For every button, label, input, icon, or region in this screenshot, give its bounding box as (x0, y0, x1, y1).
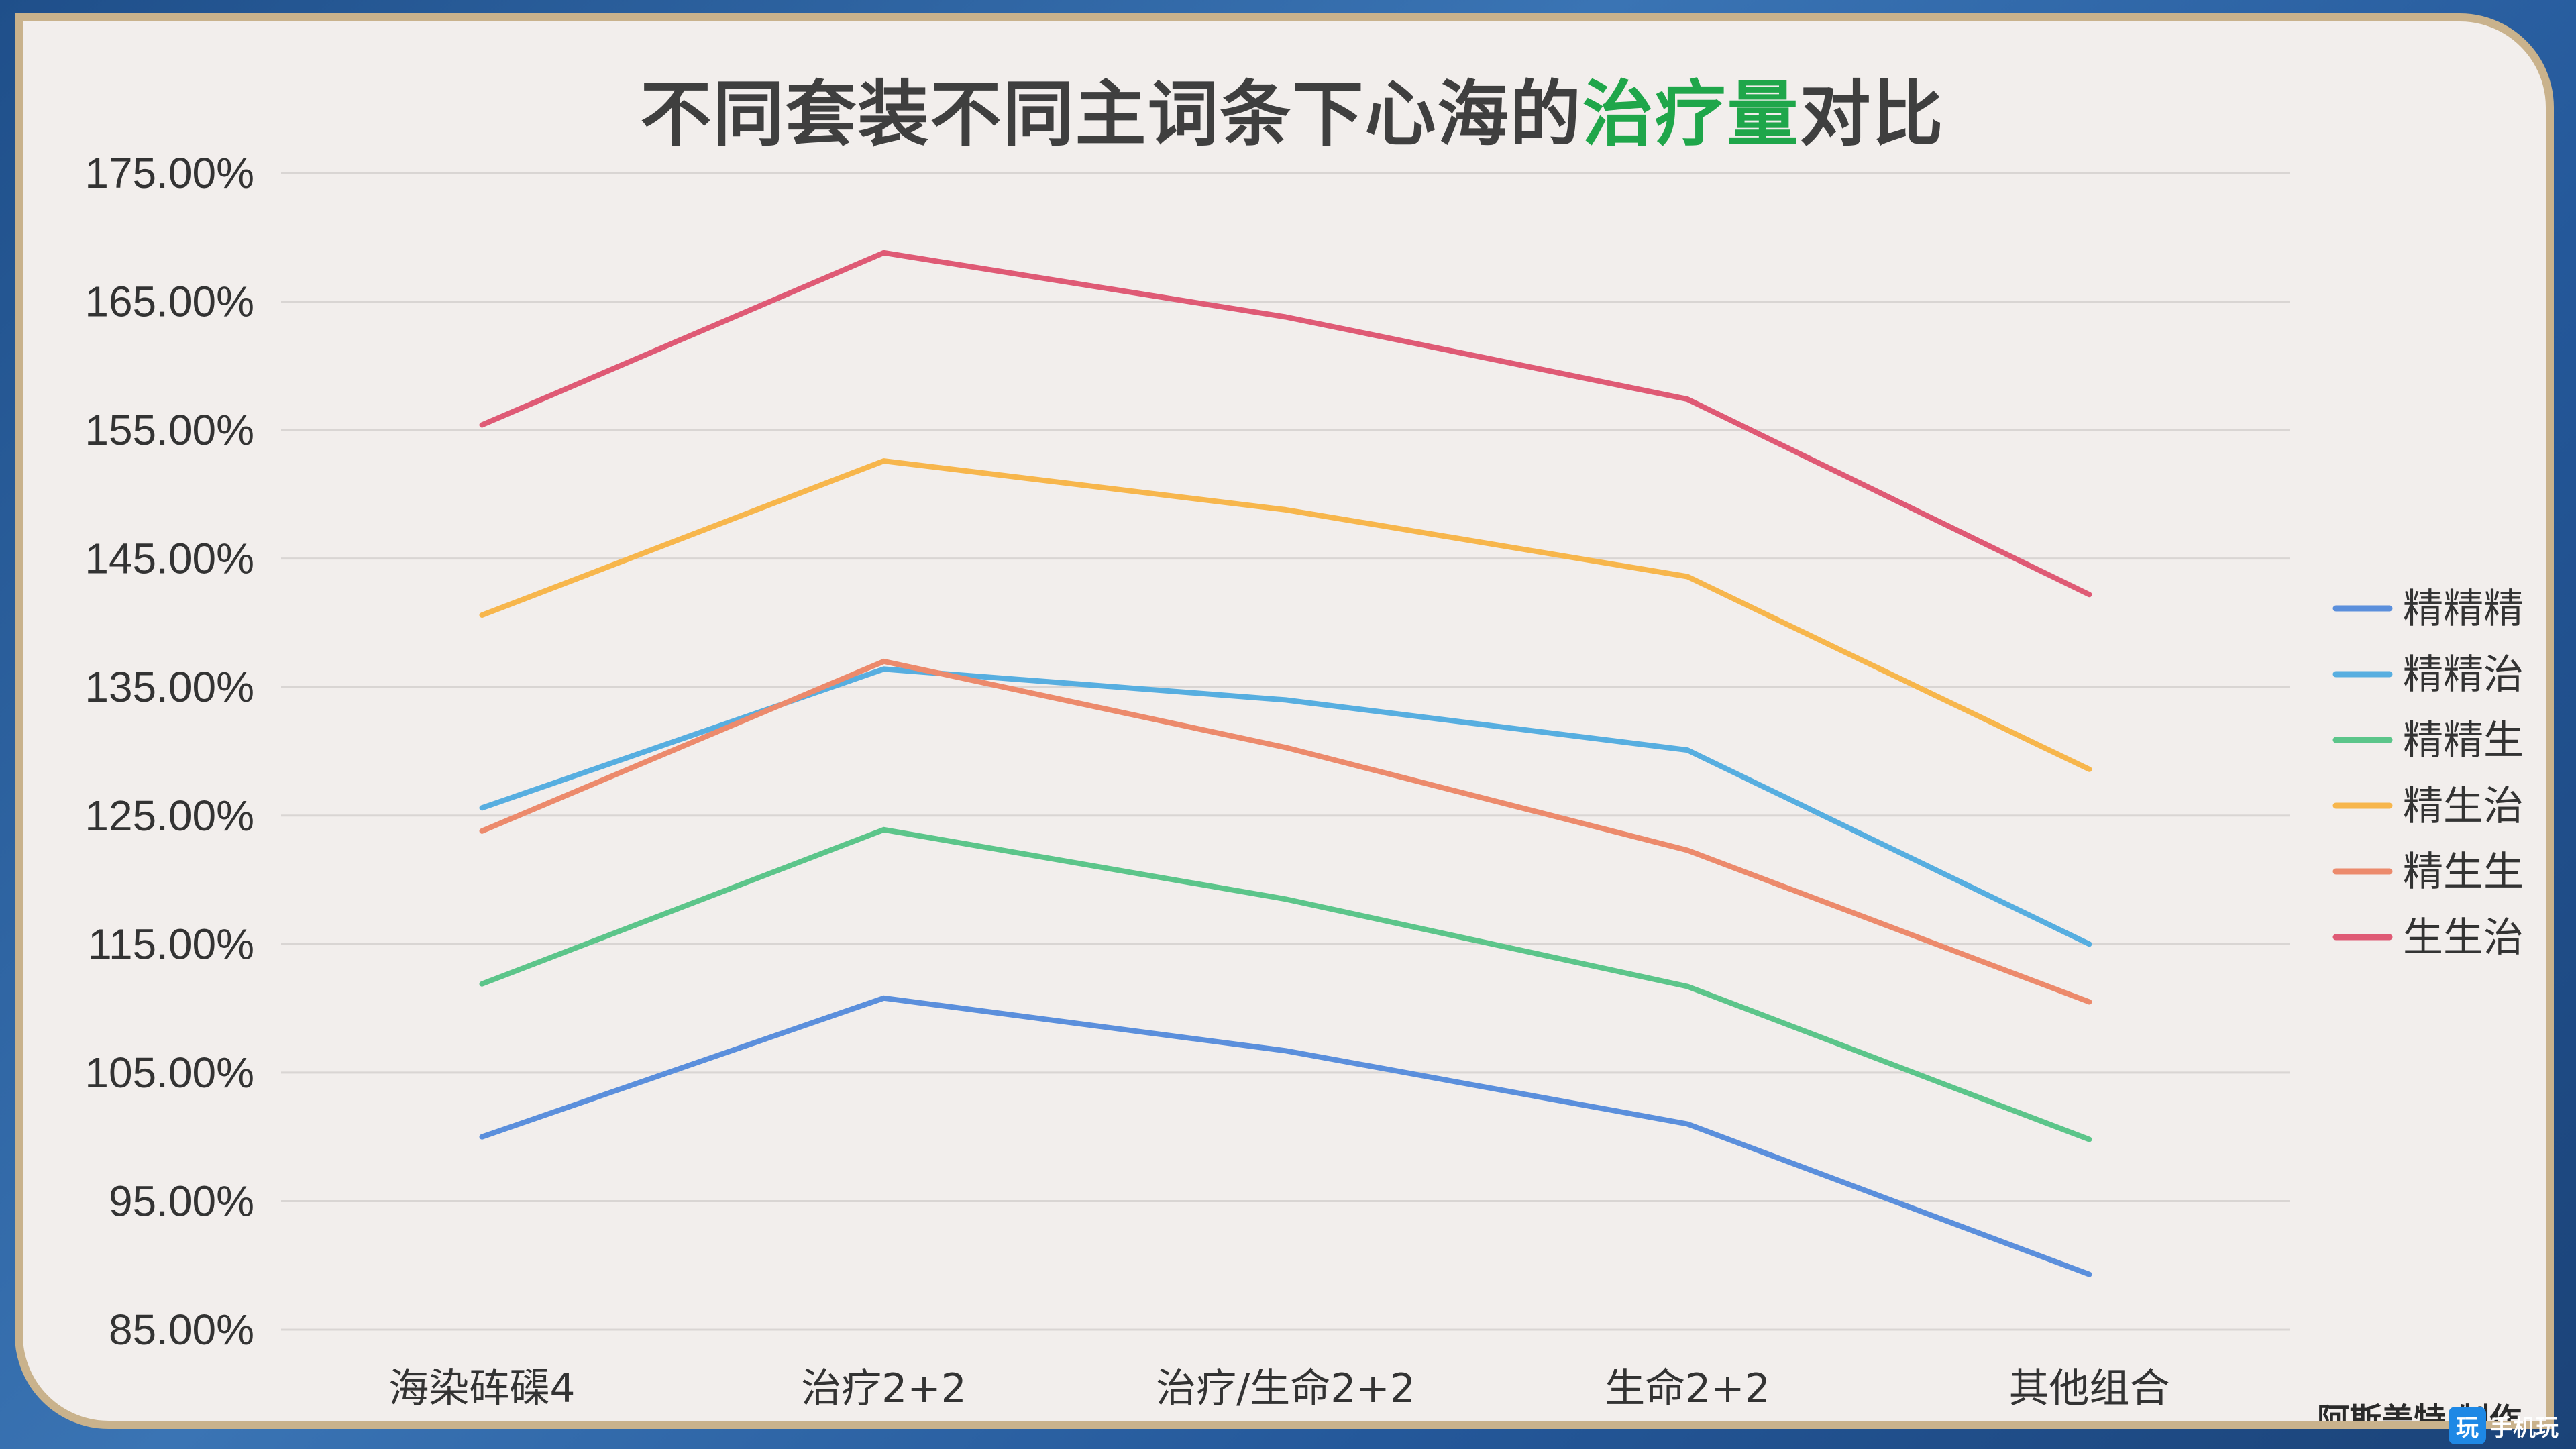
chart-title: 不同套装不同主词条下心海的治疗量对比 (23, 56, 2546, 160)
x-axis: 海染砗磲4 治疗2+2 治疗/生命2+2 生命2+2 其他组合 (388, 1365, 2169, 1412)
title-suffix: 对比 (1799, 73, 1945, 156)
grid-lines (281, 172, 2290, 1331)
y-tick-label: 85.00% (109, 1305, 254, 1354)
y-tick-label: 135.00% (85, 663, 254, 711)
legend-label: 生生治 (2403, 914, 2524, 961)
series-lines (479, 250, 2092, 1277)
series-line (479, 458, 2092, 772)
legend-label: 精生生 (2403, 849, 2524, 896)
series-line (479, 995, 2092, 1277)
x-tick-label: 治疗2+2 (801, 1365, 967, 1412)
x-tick-label: 海染砗磲4 (388, 1365, 575, 1412)
x-tick-label: 其他组合 (2009, 1365, 2170, 1412)
y-tick-label: 155.00% (85, 406, 254, 454)
series-line (479, 666, 2092, 947)
watermark-icon: 玩 (2449, 1407, 2486, 1444)
chart-panel: 不同套装不同主词条下心海的治疗量对比 85.00% 95.00% 105.00% 11… (15, 13, 2554, 1429)
legend-label: 精精精 (2403, 586, 2524, 633)
y-tick-label: 105.00% (85, 1049, 254, 1097)
series-line (479, 658, 2092, 1005)
legend-label: 精生治 (2403, 783, 2524, 830)
title-prefix: 不同套装不同主词条下心海的 (640, 73, 1582, 156)
y-tick-label: 115.00% (88, 920, 254, 968)
title-highlight: 治疗量 (1582, 73, 1800, 156)
legend-label: 精精治 (2403, 651, 2524, 698)
y-tick-label: 125.00% (85, 792, 254, 840)
series-line (479, 250, 2092, 598)
y-tick-label: 145.00% (85, 535, 254, 583)
watermark-logo: 玩 手机玩 (2449, 1405, 2576, 1446)
watermark-text: 手机玩 (2490, 1414, 2559, 1442)
series-line (479, 826, 2092, 1142)
x-tick-label: 生命2+2 (1605, 1365, 1770, 1412)
x-tick-label: 治疗/生命2+2 (1156, 1365, 1415, 1412)
legend-label: 精精生 (2403, 717, 2524, 764)
line-chart: 85.00% 95.00% 105.00% 115.00% 125.00% 135.00%… (85, 149, 2524, 1412)
credit-text: 阿斯盖特 制作 (2317, 1401, 2522, 1429)
y-tick-label: 175.00% (85, 149, 254, 197)
y-tick-label: 95.00% (109, 1177, 254, 1225)
y-axis: 85.00% 95.00% 105.00% 115.00% 125.00% 135.00%… (85, 149, 254, 1354)
y-tick-label: 165.00% (85, 278, 254, 326)
